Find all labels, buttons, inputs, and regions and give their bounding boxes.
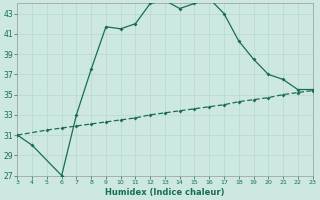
X-axis label: Humidex (Indice chaleur): Humidex (Indice chaleur) — [105, 188, 225, 197]
